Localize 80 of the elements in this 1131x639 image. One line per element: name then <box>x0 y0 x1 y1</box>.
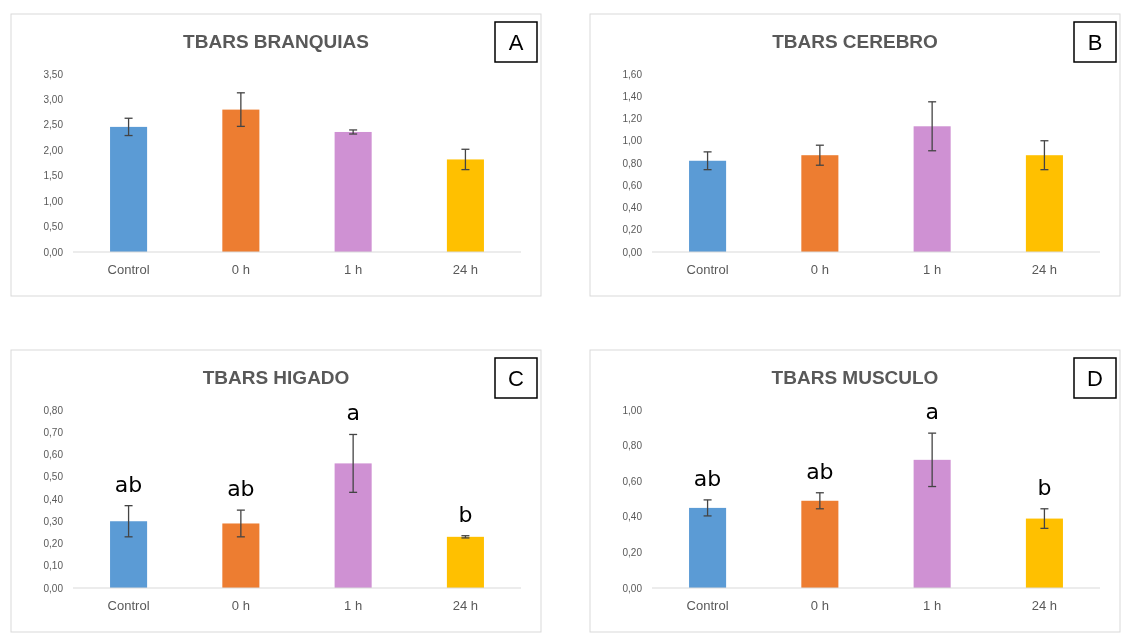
text: A <box>508 30 524 55</box>
x-tick-label: 1 h <box>923 598 942 613</box>
bar <box>334 463 372 588</box>
x-tick-label: 1 h <box>344 598 363 613</box>
y-tick-label: 0,50 <box>43 221 64 233</box>
bar <box>913 126 951 252</box>
x-tick-label: 0 h <box>231 598 250 613</box>
annotation: ab <box>114 471 143 497</box>
bar <box>1025 155 1063 252</box>
y-tick-label: 0,30 <box>43 515 64 527</box>
y-tick-label: 2,50 <box>43 119 64 131</box>
text: C <box>508 366 525 391</box>
y-tick-label: 1,50 <box>43 170 64 182</box>
x-tick-label: Control <box>107 262 150 277</box>
y-tick-label: 0,40 <box>622 202 643 213</box>
bar <box>222 523 260 588</box>
y-tick-label: 0,00 <box>43 246 64 258</box>
chart-title: TBARS HIGADO <box>202 367 350 388</box>
bar <box>446 159 484 252</box>
text: B <box>1087 30 1103 55</box>
bar <box>334 131 372 252</box>
x-tick-label: 0 h <box>810 598 829 613</box>
y-tick-label: 1,00 <box>43 195 64 207</box>
y-tick-label: 0,00 <box>622 582 643 594</box>
y-tick-label: 0,80 <box>622 157 643 169</box>
chart-title: TBARS CEREBRO <box>772 31 938 52</box>
bar <box>1025 518 1063 588</box>
x-tick-label: Control <box>686 262 729 277</box>
x-tick-label: 24 h <box>452 598 479 613</box>
annotation: ab <box>806 458 834 484</box>
y-tick-label: 1,20 <box>622 113 643 124</box>
y-tick-label: 0,80 <box>43 404 64 416</box>
bar <box>446 536 484 588</box>
y-tick-label: 0,80 <box>622 440 643 452</box>
x-tick-label: Control <box>686 598 729 613</box>
chart-title: TBARS BRANQUIAS <box>183 31 369 52</box>
y-tick-label: 1,00 <box>622 135 643 147</box>
bar <box>801 500 839 588</box>
x-tick-label: 1 h <box>344 262 363 277</box>
y-tick-label: 0,10 <box>43 560 64 572</box>
y-tick-label: 0,60 <box>622 475 643 487</box>
x-tick-label: 24 h <box>1031 262 1058 277</box>
y-tick-label: 0,20 <box>43 538 64 549</box>
bar <box>110 126 148 252</box>
y-tick-label: 0,20 <box>622 224 643 236</box>
annotation: ab <box>693 465 722 491</box>
y-tick-label: 2,00 <box>43 144 64 156</box>
y-tick-label: 0,00 <box>622 246 643 258</box>
y-tick-label: 1,40 <box>622 90 643 102</box>
x-tick-label: 24 h <box>1031 598 1058 613</box>
y-tick-label: 3,00 <box>43 93 64 105</box>
y-tick-label: 0,50 <box>43 471 64 483</box>
annotation: b <box>1037 474 1052 500</box>
y-tick-label: 0,60 <box>43 449 64 460</box>
y-tick-label: 0,40 <box>622 511 643 523</box>
bar <box>913 459 951 588</box>
x-tick-label: 0 h <box>231 262 250 277</box>
bar <box>110 521 148 588</box>
x-tick-label: Control <box>107 598 150 613</box>
bar <box>689 160 727 252</box>
annotation: a <box>346 400 360 426</box>
x-tick-label: 0 h <box>810 262 829 277</box>
y-tick-label: 0,40 <box>43 493 64 505</box>
chart-title: TBARS MUSCULO <box>771 367 939 388</box>
annotation: b <box>458 501 473 527</box>
bar <box>689 507 727 588</box>
x-tick-label: 24 h <box>452 262 479 277</box>
y-tick-label: 1,60 <box>622 68 643 80</box>
y-tick-label: 0,00 <box>43 582 64 594</box>
annotation: ab <box>227 476 255 502</box>
x-tick-label: 1 h <box>923 262 942 277</box>
bar <box>801 155 839 252</box>
bar <box>222 109 260 252</box>
text: D <box>1087 366 1103 391</box>
y-tick-label: 0,60 <box>622 179 643 191</box>
y-tick-label: 0,70 <box>43 426 64 438</box>
annotation: a <box>925 399 939 425</box>
y-tick-label: 3,50 <box>43 68 64 80</box>
y-tick-label: 0,20 <box>622 546 643 558</box>
y-tick-label: 1,00 <box>622 404 643 416</box>
